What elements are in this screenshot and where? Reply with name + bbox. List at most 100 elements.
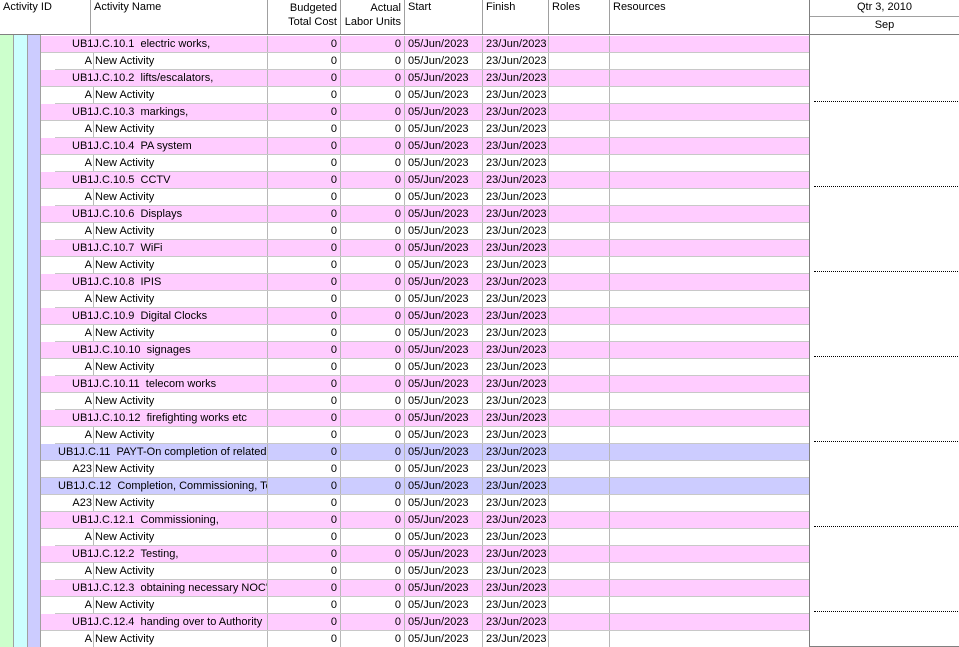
budgeted-total-cost-cell[interactable]: 0 — [268, 138, 341, 154]
actual-labor-units-cell[interactable]: 0 — [341, 478, 405, 494]
activity-id-cell[interactable]: A — [55, 427, 94, 443]
resources-cell[interactable] — [610, 70, 810, 86]
activity-row[interactable]: A New Activity 0 0 05/Jun/2023 23/Jun/2023 — [55, 291, 810, 308]
start-date-cell[interactable]: 05/Jun/2023 — [405, 393, 483, 409]
actual-labor-units-cell[interactable]: 0 — [341, 325, 405, 341]
activity-row[interactable]: A New Activity 0 0 05/Jun/2023 23/Jun/2023 — [55, 223, 810, 240]
activity-row[interactable]: A New Activity 0 0 05/Jun/2023 23/Jun/2023 — [55, 325, 810, 342]
activity-name-cell[interactable]: New Activity — [94, 631, 268, 647]
actual-labor-units-cell[interactable]: 0 — [341, 631, 405, 647]
start-date-cell[interactable]: 05/Jun/2023 — [405, 359, 483, 375]
finish-date-cell[interactable]: 23/Jun/2023 — [483, 206, 549, 222]
wbs-code-and-name-cell[interactable]: UB1J.C.12.2 Testing, — [69, 546, 268, 562]
finish-date-cell[interactable]: 23/Jun/2023 — [483, 393, 549, 409]
actual-labor-units-cell[interactable]: 0 — [341, 308, 405, 324]
finish-date-cell[interactable]: 23/Jun/2023 — [483, 495, 549, 511]
activity-row[interactable]: A New Activity 0 0 05/Jun/2023 23/Jun/2023 — [55, 257, 810, 274]
resources-cell[interactable] — [610, 546, 810, 562]
wbs-code-and-name-cell[interactable]: UB1J.C.12.4 handing over to Authority — [69, 614, 268, 630]
budgeted-total-cost-cell[interactable]: 0 — [268, 410, 341, 426]
actual-labor-units-cell[interactable]: 0 — [341, 223, 405, 239]
finish-date-cell[interactable]: 23/Jun/2023 — [483, 427, 549, 443]
roles-cell[interactable] — [549, 104, 610, 120]
wbs-row[interactable]: UB1J.C.12.2 Testing, 0 0 05/Jun/2023 23/Jun/… — [41, 546, 810, 563]
wbs-row[interactable]: UB1J.C.10.10 signages 0 0 05/Jun/2023 23/Jun… — [41, 342, 810, 359]
actual-labor-units-cell[interactable]: 0 — [341, 512, 405, 528]
col-header-roles[interactable]: Roles — [549, 0, 610, 34]
wbs-code-and-name-cell[interactable]: UB1J.C.12.1 Commissioning, — [69, 512, 268, 528]
start-date-cell[interactable]: 05/Jun/2023 — [405, 189, 483, 205]
actual-labor-units-cell[interactable]: 0 — [341, 291, 405, 307]
actual-labor-units-cell[interactable]: 0 — [341, 597, 405, 613]
roles-cell[interactable] — [549, 359, 610, 375]
roles-cell[interactable] — [549, 240, 610, 256]
finish-date-cell[interactable]: 23/Jun/2023 — [483, 512, 549, 528]
finish-date-cell[interactable]: 23/Jun/2023 — [483, 546, 549, 562]
roles-cell[interactable] — [549, 70, 610, 86]
activity-name-cell[interactable]: New Activity — [94, 597, 268, 613]
finish-date-cell[interactable]: 23/Jun/2023 — [483, 223, 549, 239]
roles-cell[interactable] — [549, 461, 610, 477]
actual-labor-units-cell[interactable]: 0 — [341, 614, 405, 630]
finish-date-cell[interactable]: 23/Jun/2023 — [483, 478, 549, 494]
activity-row[interactable]: A New Activity 0 0 05/Jun/2023 23/Jun/2023 — [55, 393, 810, 410]
resources-cell[interactable] — [610, 53, 810, 69]
roles-cell[interactable] — [549, 155, 610, 171]
budgeted-total-cost-cell[interactable]: 0 — [268, 393, 341, 409]
activity-name-cell[interactable]: New Activity — [94, 393, 268, 409]
roles-cell[interactable] — [549, 478, 610, 494]
roles-cell[interactable] — [549, 257, 610, 273]
activity-id-cell[interactable]: A — [55, 597, 94, 613]
finish-date-cell[interactable]: 23/Jun/2023 — [483, 342, 549, 358]
finish-date-cell[interactable]: 23/Jun/2023 — [483, 308, 549, 324]
roles-cell[interactable] — [549, 325, 610, 341]
budgeted-total-cost-cell[interactable]: 0 — [268, 631, 341, 647]
finish-date-cell[interactable]: 23/Jun/2023 — [483, 257, 549, 273]
budgeted-total-cost-cell[interactable]: 0 — [268, 359, 341, 375]
budgeted-total-cost-cell[interactable]: 0 — [268, 444, 341, 460]
wbs-row[interactable]: UB1J.C.12 Completion, Commissioning, Tes… — [41, 478, 810, 495]
finish-date-cell[interactable]: 23/Jun/2023 — [483, 631, 549, 647]
resources-cell[interactable] — [610, 580, 810, 596]
actual-labor-units-cell[interactable]: 0 — [341, 461, 405, 477]
wbs-code-and-name-cell[interactable]: UB1J.C.10.2 lifts/escalators, — [69, 70, 268, 86]
wbs-code-and-name-cell[interactable]: UB1J.C.11 PAYT-On completion of related … — [55, 444, 268, 460]
finish-date-cell[interactable]: 23/Jun/2023 — [483, 189, 549, 205]
roles-cell[interactable] — [549, 189, 610, 205]
resources-cell[interactable] — [610, 274, 810, 290]
wbs-code-and-name-cell[interactable]: UB1J.C.10.11 telecom works — [69, 376, 268, 392]
roles-cell[interactable] — [549, 36, 610, 52]
budgeted-total-cost-cell[interactable]: 0 — [268, 121, 341, 137]
roles-cell[interactable] — [549, 291, 610, 307]
actual-labor-units-cell[interactable]: 0 — [341, 563, 405, 579]
budgeted-total-cost-cell[interactable]: 0 — [268, 461, 341, 477]
budgeted-total-cost-cell[interactable]: 0 — [268, 614, 341, 630]
activity-name-cell[interactable]: New Activity — [94, 223, 268, 239]
roles-cell[interactable] — [549, 614, 610, 630]
wbs-code-and-name-cell[interactable]: UB1J.C.10.9 Digital Clocks — [69, 308, 268, 324]
start-date-cell[interactable]: 05/Jun/2023 — [405, 410, 483, 426]
activity-name-cell[interactable]: New Activity — [94, 325, 268, 341]
finish-date-cell[interactable]: 23/Jun/2023 — [483, 461, 549, 477]
finish-date-cell[interactable]: 23/Jun/2023 — [483, 155, 549, 171]
roles-cell[interactable] — [549, 393, 610, 409]
budgeted-total-cost-cell[interactable]: 0 — [268, 325, 341, 341]
activity-id-cell[interactable]: A — [55, 563, 94, 579]
resources-cell[interactable] — [610, 427, 810, 443]
resources-cell[interactable] — [610, 325, 810, 341]
activity-row[interactable]: A New Activity 0 0 05/Jun/2023 23/Jun/2023 — [55, 597, 810, 614]
budgeted-total-cost-cell[interactable]: 0 — [268, 342, 341, 358]
wbs-row[interactable]: UB1J.C.12.3 obtaining necessary NOC's 0 0 0… — [41, 580, 810, 597]
resources-cell[interactable] — [610, 478, 810, 494]
finish-date-cell[interactable]: 23/Jun/2023 — [483, 138, 549, 154]
actual-labor-units-cell[interactable]: 0 — [341, 155, 405, 171]
wbs-code-and-name-cell[interactable]: UB1J.C.10.6 Displays — [69, 206, 268, 222]
activity-id-cell[interactable]: A — [55, 325, 94, 341]
roles-cell[interactable] — [549, 512, 610, 528]
wbs-row[interactable]: UB1J.C.10.6 Displays 0 0 05/Jun/2023 23/Jun/… — [41, 206, 810, 223]
roles-cell[interactable] — [549, 138, 610, 154]
activity-id-cell[interactable]: A — [55, 257, 94, 273]
finish-date-cell[interactable]: 23/Jun/2023 — [483, 444, 549, 460]
resources-cell[interactable] — [610, 631, 810, 647]
start-date-cell[interactable]: 05/Jun/2023 — [405, 444, 483, 460]
